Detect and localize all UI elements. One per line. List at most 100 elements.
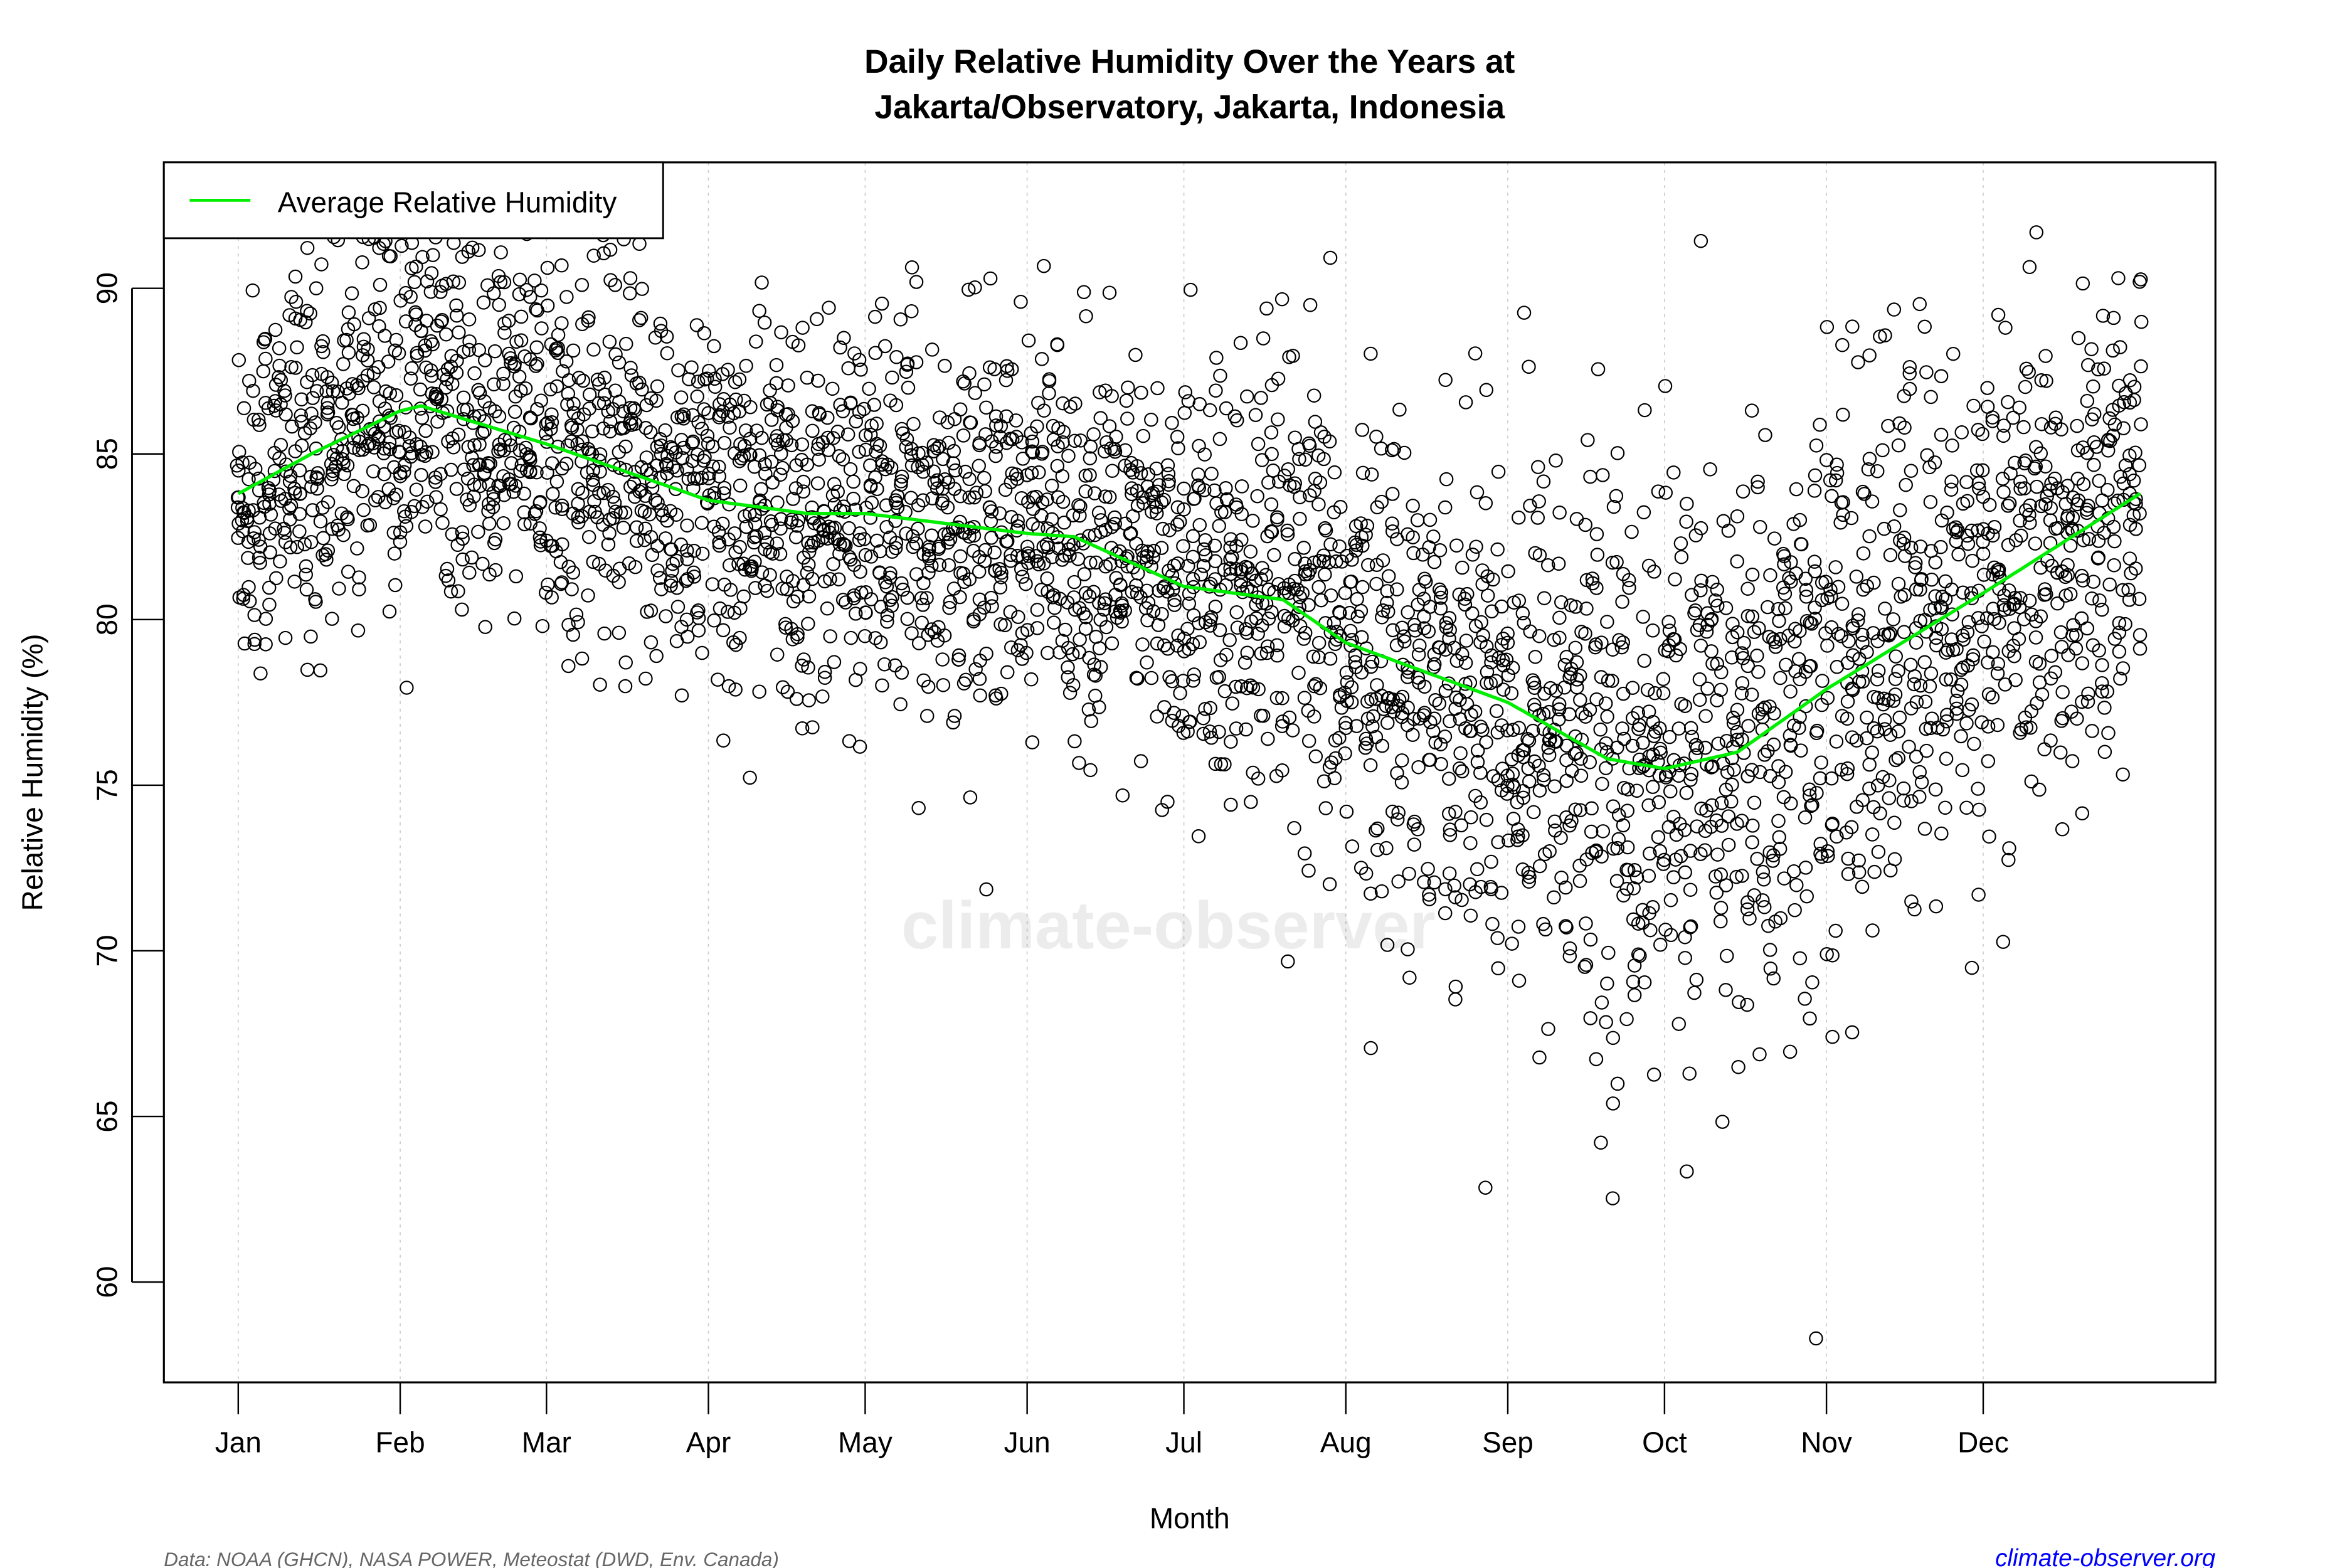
data-point — [487, 377, 501, 392]
data-point — [1196, 559, 1211, 573]
data-point — [770, 536, 784, 551]
data-point — [1333, 690, 1347, 704]
data-point — [1061, 542, 1076, 557]
data-point — [786, 594, 801, 609]
data-point — [1441, 771, 1456, 786]
data-point — [1934, 513, 1949, 528]
data-point — [586, 342, 601, 357]
data-point — [1596, 468, 1610, 482]
data-point — [1397, 634, 1412, 649]
data-point — [1700, 681, 1715, 696]
data-point — [2095, 309, 2111, 323]
data-point — [467, 366, 482, 381]
data-point — [1288, 552, 1302, 566]
data-point — [888, 514, 903, 528]
data-point — [1345, 553, 1359, 567]
data-point — [1883, 548, 1898, 563]
data-point — [1459, 684, 1473, 699]
data-point — [253, 666, 268, 681]
data-point — [314, 257, 329, 272]
data-point — [1406, 817, 1421, 832]
data-point — [242, 594, 257, 608]
data-point — [901, 380, 916, 395]
data-point — [1574, 768, 1589, 783]
data-point — [554, 575, 569, 590]
data-point — [919, 455, 934, 470]
data-point — [1792, 721, 1806, 735]
data-point — [540, 299, 555, 313]
data-point — [984, 504, 999, 519]
data-point — [1538, 922, 1553, 937]
data-point — [1505, 777, 1520, 792]
data-point — [603, 242, 618, 257]
data-point — [1647, 564, 1661, 579]
data-point — [415, 410, 430, 425]
data-point — [2075, 276, 2090, 291]
site-link[interactable]: climate-observer.org — [1995, 1545, 2216, 1568]
data-point — [304, 629, 318, 644]
data-point — [2032, 656, 2047, 671]
data-point — [1803, 788, 1817, 803]
data-point — [1678, 865, 1692, 880]
data-point — [790, 519, 805, 533]
data-point — [341, 512, 355, 527]
data-point — [1763, 568, 1777, 583]
data-point — [1569, 512, 1584, 526]
data-point — [790, 590, 805, 604]
data-point — [1744, 763, 1759, 777]
data-point — [2106, 343, 2120, 358]
data-point — [686, 565, 701, 580]
data-point — [1250, 489, 1264, 504]
data-point — [2085, 591, 2099, 606]
data-point — [356, 332, 371, 346]
data-point — [1338, 721, 1353, 736]
data-point — [1730, 733, 1744, 747]
x-tick-label-nov: Nov — [1801, 1426, 1852, 1458]
data-point — [763, 383, 777, 398]
y-axis-label: Relative Humidity (%) — [16, 634, 49, 911]
data-point — [1596, 824, 1611, 839]
data-point — [1146, 550, 1160, 565]
data-point — [544, 590, 559, 605]
data-point — [671, 363, 686, 378]
data-point — [544, 407, 559, 421]
data-point — [1959, 800, 1974, 815]
data-point — [791, 338, 806, 352]
data-point — [836, 536, 850, 551]
data-point — [1940, 506, 1954, 520]
data-point — [1987, 612, 2001, 627]
data-point — [1239, 722, 1253, 737]
data-point — [972, 438, 987, 453]
y-tick-label-60: 60 — [90, 1266, 123, 1298]
data-point — [1407, 618, 1422, 632]
data-point — [1208, 756, 1223, 771]
data-point — [1364, 1041, 1378, 1056]
data-point — [1799, 583, 1814, 597]
data-point — [1387, 442, 1401, 457]
data-point — [1009, 430, 1024, 444]
data-point — [1314, 593, 1328, 608]
data-point — [496, 366, 511, 381]
data-point — [755, 430, 769, 445]
data-point — [979, 400, 993, 415]
data-point — [670, 600, 686, 614]
data-point — [669, 482, 683, 497]
data-point — [1530, 511, 1545, 525]
data-point — [1934, 826, 1949, 841]
data-point — [1323, 537, 1338, 552]
data-point — [1934, 622, 1949, 637]
data-point — [1729, 869, 1744, 884]
data-point — [1794, 743, 1808, 758]
data-point — [2097, 744, 2112, 760]
data-point — [1034, 583, 1049, 597]
data-point — [410, 346, 425, 360]
data-point — [1473, 719, 1488, 734]
data-point — [1573, 692, 1587, 707]
data-point — [1009, 413, 1024, 428]
data-point — [544, 415, 559, 430]
data-point — [335, 395, 349, 410]
data-point — [1119, 393, 1134, 408]
data-point — [1034, 509, 1049, 523]
data-point — [880, 614, 894, 629]
data-point — [282, 474, 297, 489]
